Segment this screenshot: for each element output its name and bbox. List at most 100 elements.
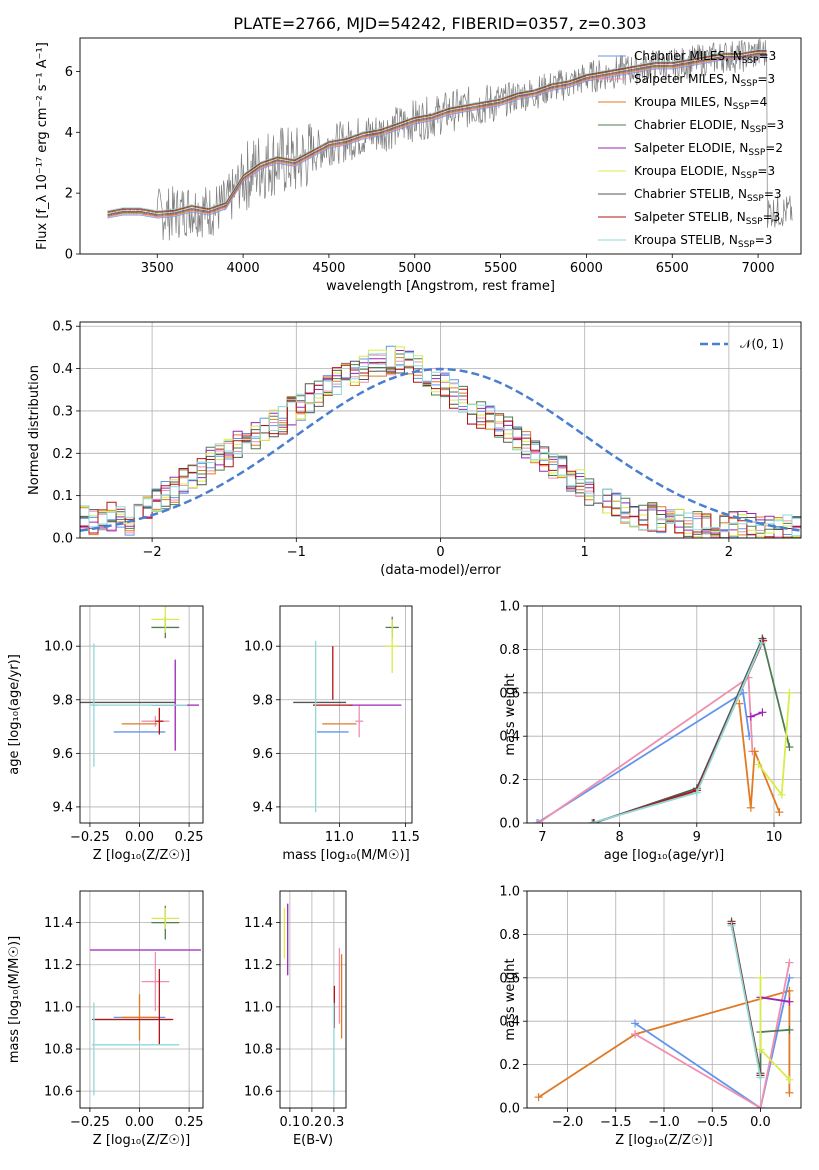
spectrum-frame (79, 37, 802, 255)
mass-vs-z-axes: −0.25 0.00 0.25 10.6 10.8 11.0 11.2 11.4 (44, 891, 204, 1130)
x-tick-label: 9 (693, 830, 701, 845)
age-vs-mass-frame (279, 605, 413, 824)
y-tick-label: 9.4 (52, 800, 73, 815)
y-tick-label: 0.2 (52, 447, 73, 462)
model-spectrum-line (107, 52, 767, 215)
figure-title: PLATE=2766, MJD=54242, FIBERID=0357, z=0… (233, 14, 646, 33)
y-axis-label: Flux [f_λ 10⁻¹⁷ erg cm⁻² s⁻¹ A⁻¹] (35, 42, 50, 250)
residuals-marks (80, 345, 801, 538)
x-tick-label: 8 (615, 830, 623, 845)
legend-subscript: SSP (748, 148, 765, 158)
weight-series-line (538, 675, 754, 823)
y-tick-label: 0 (65, 248, 73, 263)
weight-series-line (538, 989, 791, 1098)
legend-subscript: SSP (733, 102, 750, 112)
y-tick-label: 0.4 (499, 730, 520, 745)
x-tick-label: 0.2 (302, 1115, 323, 1130)
legend-count: =3 (757, 164, 775, 178)
y-tick-label: 0.0 (499, 817, 520, 832)
y-tick-label: 1.0 (499, 600, 520, 615)
model-spectrum-line (107, 50, 767, 213)
legend-entry: Kroupa STELIB, NSSP=3 (634, 233, 772, 250)
residuals-axes: −2 −1 0 1 2 0.0 0.1 0.2 0.3 0.4 0.5 (52, 320, 801, 560)
legend-count: =4 (750, 95, 768, 109)
y-tick-label: 9.6 (52, 747, 73, 762)
y-tick-label: 0.1 (52, 489, 73, 504)
legend-entry: Kroupa MILES, NSSP=4 (634, 95, 767, 112)
spectrum-axes: 3500 4000 4500 5000 5500 6000 6500 7000 0 2 4 6 (65, 65, 775, 276)
y-tick-label: 9.8 (252, 693, 273, 708)
y-tick-label: 10.8 (244, 1043, 273, 1058)
x-tick-label: 7 (538, 830, 546, 845)
residuals-frame (79, 321, 802, 539)
y-tick-label: 0.2 (499, 1058, 520, 1073)
y-tick-label: 0.2 (499, 773, 520, 788)
legend-entry: Salpeter STELIB, NSSP=3 (634, 210, 780, 227)
weight-vs-z-marks (534, 917, 794, 1108)
legend-subscript: SSP (747, 194, 764, 204)
y-tick-label: 11.4 (44, 916, 73, 931)
weight-series-line (593, 640, 765, 823)
x-tick-label: −1.0 (648, 1115, 680, 1130)
x-tick-label: 0.25 (175, 830, 204, 845)
model-spectrum-line (107, 53, 767, 216)
y-tick-label: 9.4 (252, 800, 273, 815)
legend-entry: Salpeter MILES, NSSP=3 (634, 72, 775, 89)
x-tick-label: 0.00 (125, 1115, 154, 1130)
x-tick-label: 0 (436, 545, 444, 560)
legend-entry: Salpeter ELODIE, NSSP=2 (634, 141, 783, 158)
histogram-step-line (80, 360, 801, 538)
weight-vs-age-axes: 7 8 9 10 0.0 0.2 0.4 0.6 0.8 1.0 (499, 600, 801, 845)
age-vs-z-frame (79, 605, 204, 824)
legend-entry: Chabrier MILES, NSSP=3 (634, 49, 776, 66)
model-spectrum-line (107, 51, 767, 214)
legend-count: =3 (755, 233, 773, 247)
legend-entry: Chabrier STELIB, NSSP=3 (634, 187, 782, 204)
y-tick-label: 11.4 (244, 916, 273, 931)
x-tick-label: −2 (143, 545, 162, 560)
y-tick-label: 9.8 (52, 693, 73, 708)
x-tick-label: −0.25 (70, 830, 110, 845)
x-tick-label: 4000 (227, 261, 260, 276)
weight-vs-age-frame (526, 605, 802, 824)
y-tick-label: 2 (65, 187, 73, 202)
weight-series-line (592, 635, 791, 823)
y-tick-label: 0.4 (52, 362, 73, 377)
legend-subscript: SSP (750, 125, 767, 135)
age-vs-mass-axes: 11.0 11.5 9.4 9.6 9.8 10.0 (244, 606, 420, 845)
legend-entry: 𝒩(0, 1) (740, 337, 784, 351)
y-tick-label: 9.6 (252, 747, 273, 762)
legend-count: =3 (766, 118, 784, 132)
x-tick-label: 0.1 (280, 1115, 301, 1130)
x-tick-label: −2.0 (552, 1115, 584, 1130)
y-tick-label: 0.3 (52, 404, 73, 419)
x-tick-label: 0.0 (750, 1115, 771, 1130)
model-spectrum-line (107, 54, 767, 217)
x-tick-label: 11.5 (391, 830, 420, 845)
y-tick-label: 4 (65, 126, 73, 141)
mass-vs-ebv-frame (279, 890, 347, 1109)
legend-count: =3 (757, 72, 775, 86)
x-tick-label: 4500 (312, 261, 345, 276)
x-tick-label: 2 (725, 545, 733, 560)
x-tick-label: 0.25 (175, 1115, 204, 1130)
histogram-step-line (80, 352, 801, 537)
weight-series-line (634, 962, 791, 1108)
y-axis-label: mass [log₁₀(M/M☉)] (7, 936, 22, 1063)
y-tick-label: 1.0 (499, 885, 520, 900)
x-tick-label: −0.5 (696, 1115, 728, 1130)
weight-series-line (760, 996, 790, 1003)
weight-vs-z-axes: −2.0 −1.5 −1.0 −0.5 0.0 0.0 0.2 0.4 0.6 0.8 1.0 (499, 885, 801, 1130)
y-tick-label: 0.8 (499, 643, 520, 658)
y-tick-label: 11.2 (44, 958, 73, 973)
weight-series-line (738, 703, 781, 813)
weight-vs-z-frame (526, 890, 802, 1109)
legend-subscript: SSP (741, 79, 758, 89)
x-axis-label: age [log₁₀(age/yr)] (604, 848, 725, 863)
x-axis-label: mass [log₁₀(M/M☉)] (282, 848, 409, 863)
y-tick-label: 10.8 (44, 1043, 73, 1058)
y-tick-label: 0.6 (499, 686, 520, 701)
x-tick-label: 0.3 (324, 1115, 345, 1130)
y-tick-label: 0.0 (499, 1102, 520, 1117)
